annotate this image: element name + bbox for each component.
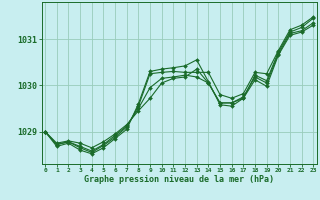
X-axis label: Graphe pression niveau de la mer (hPa): Graphe pression niveau de la mer (hPa) xyxy=(84,175,274,184)
